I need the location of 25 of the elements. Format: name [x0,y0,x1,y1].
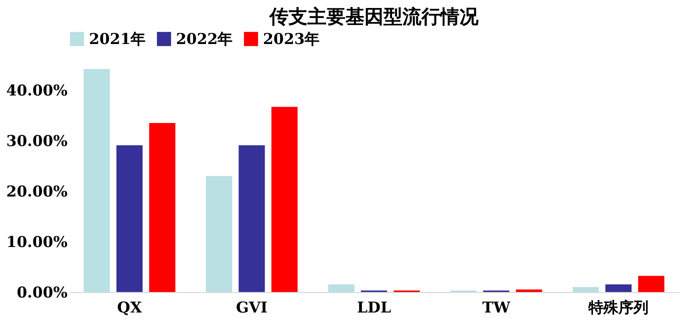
bar [238,145,265,292]
bar [605,284,632,292]
x-tick-label: QX [117,298,142,316]
bar [572,286,599,292]
bar [328,284,354,292]
bar [149,123,176,292]
x-tick-label: 特殊序列 [587,298,648,316]
legend-label: 2021年 [89,30,146,48]
x-tick-label: LDL [356,298,392,316]
bar [206,176,232,292]
bar [516,289,542,292]
chart-title: 传支主要基因型流行情况 [268,6,480,28]
bar [84,69,110,292]
legend-label: 2022年 [176,30,233,48]
legend-label: 2023年 [263,30,320,48]
bar [271,106,298,292]
bar [638,276,664,292]
y-tick-label: 10.00% [6,233,68,252]
y-tick-label: 0.00% [16,284,68,302]
y-tick-label: 20.00% [6,182,68,201]
x-tick-label: GVI [236,298,268,316]
y-tick-label: 30.00% [6,132,68,150]
y-tick-label: 40.00% [6,82,68,100]
bar [116,145,143,292]
x-tick-label: TW [482,298,512,316]
